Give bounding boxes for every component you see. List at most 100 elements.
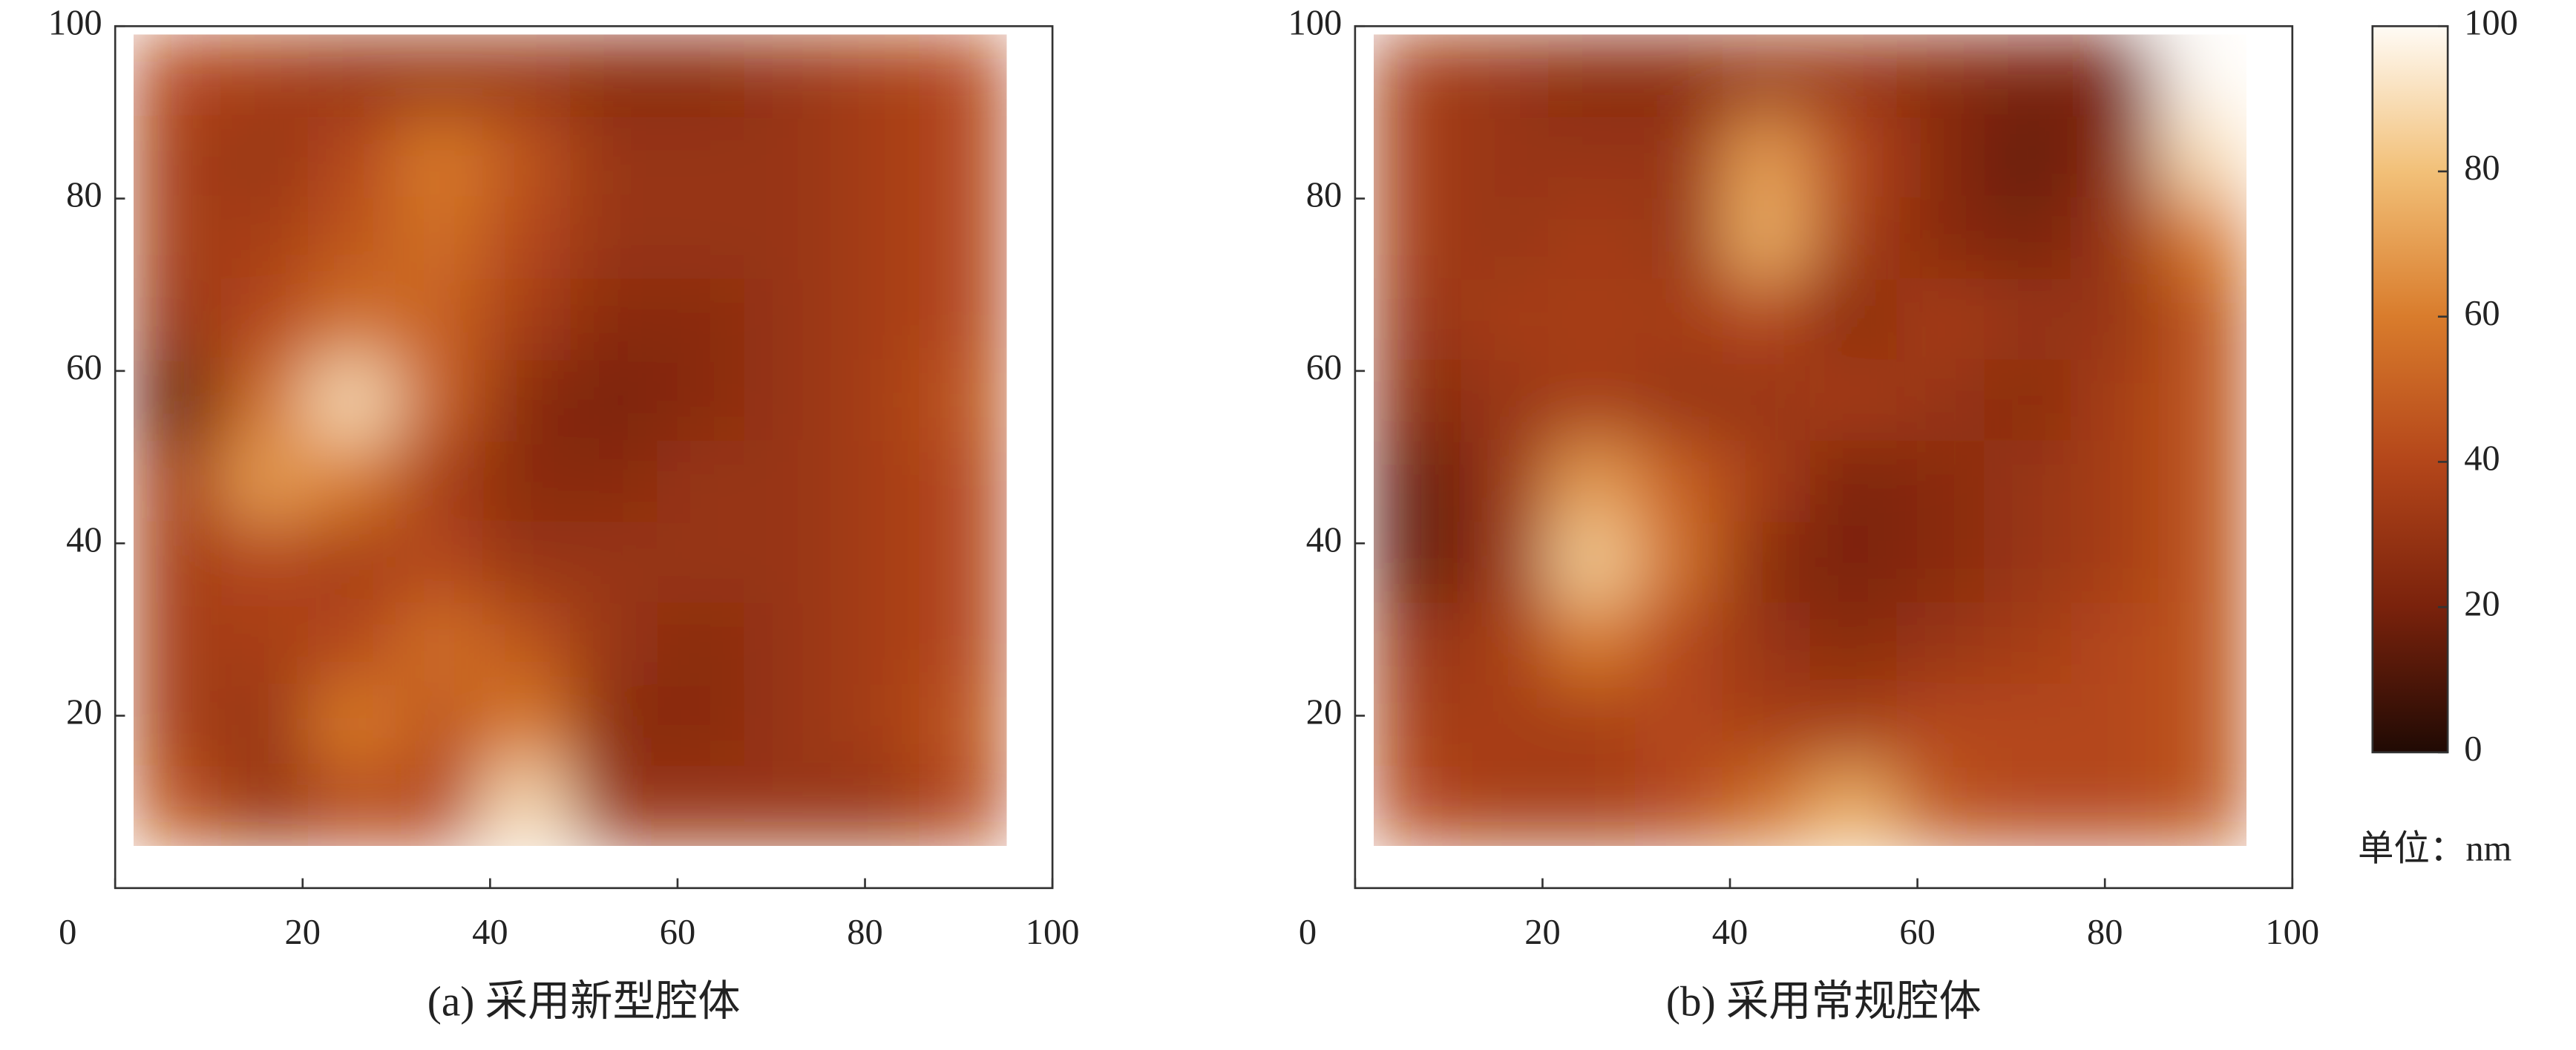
colorbar-label: 单位：nm bbox=[2358, 829, 2511, 868]
heatmap-cell bbox=[744, 116, 833, 198]
heatmap-cell bbox=[1722, 602, 1811, 684]
heatmap-cell bbox=[657, 116, 745, 198]
heatmap-cell bbox=[1809, 602, 1898, 684]
heatmap-cell bbox=[1548, 439, 1636, 522]
y-tick-label: 100 bbox=[1288, 3, 1343, 42]
heatmap-cell bbox=[134, 34, 223, 117]
heatmap-cell bbox=[308, 439, 396, 522]
axes-frame bbox=[1354, 24, 2294, 890]
heatmap-cell bbox=[2071, 278, 2160, 360]
heatmap-cell bbox=[1809, 34, 1898, 117]
heatmap-cell bbox=[1984, 439, 2072, 522]
heatmap-cell bbox=[657, 278, 745, 360]
x-tick-label: 60 bbox=[1899, 913, 1935, 952]
heatmap-cell bbox=[395, 683, 484, 765]
heatmap-cell bbox=[1635, 34, 1724, 117]
heatmap-cell bbox=[1548, 197, 1636, 279]
heatmap-cell bbox=[1635, 116, 1724, 198]
heatmap-cell bbox=[1548, 358, 1636, 441]
heatmap-cell bbox=[1984, 764, 2072, 846]
heatmap-cell bbox=[918, 358, 1007, 441]
heatmap-cell bbox=[1722, 520, 1811, 603]
caption: (a) 采用新型腔体 bbox=[427, 979, 741, 1026]
heatmap-cell bbox=[1809, 197, 1898, 279]
heatmap-cell bbox=[1461, 439, 1550, 522]
heatmap-cell bbox=[220, 764, 309, 846]
heatmap-cell bbox=[831, 764, 920, 846]
heatmap-cell bbox=[1635, 520, 1724, 603]
heatmap-cell bbox=[134, 278, 223, 360]
heatmap-cell bbox=[1896, 439, 1985, 522]
heatmap-cell bbox=[2158, 520, 2246, 603]
heatmap-cell bbox=[220, 116, 309, 198]
heatmap-cell bbox=[2158, 764, 2246, 846]
heatmap-cell bbox=[831, 439, 920, 522]
heatmap-cell bbox=[1374, 439, 1462, 522]
x-tick-label: 40 bbox=[472, 913, 508, 952]
heatmap-cell bbox=[395, 197, 484, 279]
x-tick-label: 20 bbox=[285, 913, 321, 952]
y-tick-label: 60 bbox=[1306, 348, 1342, 387]
heatmap-cell bbox=[744, 439, 833, 522]
heatmap-cell bbox=[482, 602, 571, 684]
heatmap bbox=[1374, 34, 2246, 846]
heatmap-cell bbox=[395, 358, 484, 441]
colorbar bbox=[2371, 24, 2449, 754]
heatmap-cell bbox=[1984, 197, 2072, 279]
heatmap-cell bbox=[1374, 602, 1462, 684]
heatmap-cell bbox=[918, 683, 1007, 765]
heatmap-cell bbox=[918, 439, 1007, 522]
heatmap-cell bbox=[395, 34, 484, 117]
heatmap-cell bbox=[134, 764, 223, 846]
heatmap-cell bbox=[1461, 602, 1550, 684]
heatmap-cell bbox=[308, 278, 396, 360]
heatmap-cell bbox=[1722, 116, 1811, 198]
heatmap-cell bbox=[2158, 278, 2246, 360]
heatmap-cell bbox=[744, 764, 833, 846]
heatmap-cell bbox=[1548, 683, 1636, 765]
heatmap-cell bbox=[569, 278, 658, 360]
heatmap-cell bbox=[1984, 520, 2072, 603]
heatmap-cell bbox=[1722, 439, 1811, 522]
heatmap-cell bbox=[1374, 34, 1462, 117]
heatmap-cell bbox=[220, 358, 309, 441]
heatmap-cell bbox=[308, 520, 396, 603]
heatmap-cell bbox=[220, 602, 309, 684]
heatmap-cell bbox=[2158, 439, 2246, 522]
caption: (b) 采用常规腔体 bbox=[1666, 979, 1982, 1026]
heatmap-cell bbox=[1984, 683, 2072, 765]
heatmap-cell bbox=[1461, 116, 1550, 198]
heatmap-cell bbox=[657, 34, 745, 117]
axes-frame bbox=[114, 24, 1054, 890]
heatmap-cell bbox=[1809, 116, 1898, 198]
heatmap-cell bbox=[1461, 764, 1550, 846]
colorbar-tick-label: 40 bbox=[2464, 439, 2500, 479]
heatmap-cell bbox=[1548, 602, 1636, 684]
heatmap-cell bbox=[395, 764, 484, 846]
heatmap-cell bbox=[744, 683, 833, 765]
heatmap-cell bbox=[1635, 439, 1724, 522]
heatmap-cell bbox=[1548, 520, 1636, 603]
heatmap-cell bbox=[2071, 358, 2160, 441]
heatmap-cell bbox=[1635, 764, 1724, 846]
heatmap-cell bbox=[220, 278, 309, 360]
heatmap-cell bbox=[569, 116, 658, 198]
heatmap-cell bbox=[1548, 278, 1636, 360]
x-tick-label: 0 bbox=[1299, 913, 1317, 952]
colorbar-tick-label: 80 bbox=[2464, 148, 2500, 188]
heatmap-cell bbox=[1374, 278, 1462, 360]
x-tick-label: 40 bbox=[1712, 913, 1748, 952]
heatmap-cell bbox=[220, 683, 309, 765]
heatmap-cell bbox=[918, 520, 1007, 603]
heatmap-cell bbox=[569, 683, 658, 765]
heatmap-cell bbox=[308, 197, 396, 279]
heatmap-cell bbox=[1635, 358, 1724, 441]
heatmap-cell bbox=[2071, 34, 2160, 117]
heatmap-cell bbox=[1722, 34, 1811, 117]
heatmap-cell bbox=[657, 439, 745, 522]
x-tick-label: 60 bbox=[660, 913, 695, 952]
y-tick-label: 40 bbox=[1306, 520, 1342, 560]
heatmap-cell bbox=[308, 602, 396, 684]
